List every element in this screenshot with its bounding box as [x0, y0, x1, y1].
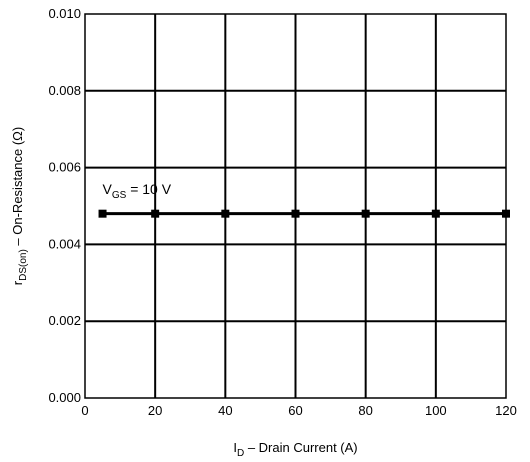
- x-tick-labels: 0 20 40 60 80 100 120: [81, 403, 516, 418]
- x-tick-label: 60: [288, 403, 302, 418]
- x-tick-label: 80: [358, 403, 372, 418]
- data-point: [98, 209, 107, 218]
- y-tick-label: 0.010: [48, 6, 81, 21]
- series-layer: [98, 209, 510, 218]
- y-tick-label: 0.004: [48, 236, 81, 251]
- data-point: [291, 209, 300, 218]
- data-point: [361, 209, 370, 218]
- x-tick-label: 40: [218, 403, 232, 418]
- x-tick-label: 120: [495, 403, 517, 418]
- vgs-annotation: VGS = 10 V: [103, 181, 172, 201]
- grid-lines: [85, 14, 506, 398]
- data-point: [151, 209, 160, 218]
- y-axis-label: rDS(on) – On-Resistance (Ω): [10, 127, 29, 285]
- x-tick-label: 20: [148, 403, 162, 418]
- plot-frame: [84, 13, 507, 399]
- x-tick-label: 100: [425, 403, 447, 418]
- data-point: [431, 209, 440, 218]
- x-tick-label: 0: [81, 403, 88, 418]
- y-tick-labels: 0.000 0.002 0.004 0.006 0.008 0.010: [48, 6, 81, 405]
- y-tick-label: 0.006: [48, 160, 81, 175]
- y-tick-label: 0.002: [48, 313, 81, 328]
- y-tick-label: 0.000: [48, 390, 81, 405]
- y-tick-label: 0.008: [48, 83, 81, 98]
- x-axis-label: ID – Drain Current (A): [233, 440, 357, 459]
- data-point: [502, 209, 510, 218]
- data-point: [221, 209, 230, 218]
